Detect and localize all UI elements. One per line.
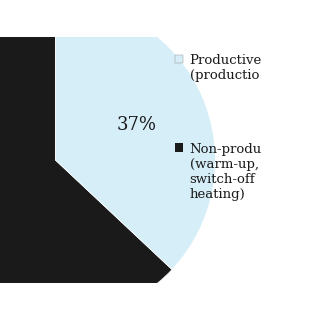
Wedge shape [0, 0, 172, 320]
Wedge shape [55, 0, 215, 269]
Bar [175, 143, 183, 152]
Bar [175, 55, 183, 63]
Text: Productive
(productio: Productive (productio [189, 54, 262, 82]
Text: Non-produ
(warm-up,
switch-off
heating): Non-produ (warm-up, switch-off heating) [189, 143, 262, 201]
Text: 37%: 37% [116, 116, 156, 134]
